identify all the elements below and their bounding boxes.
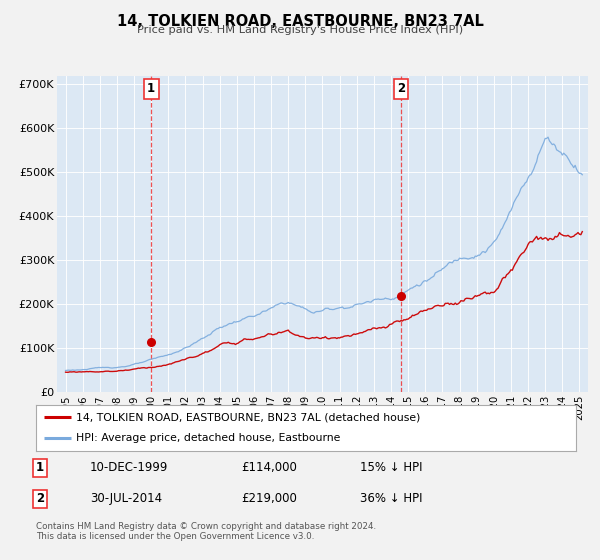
Text: 30-JUL-2014: 30-JUL-2014 — [90, 492, 162, 505]
Text: HPI: Average price, detached house, Eastbourne: HPI: Average price, detached house, East… — [77, 433, 341, 444]
Text: 2: 2 — [397, 82, 405, 95]
Text: Price paid vs. HM Land Registry's House Price Index (HPI): Price paid vs. HM Land Registry's House … — [137, 25, 463, 35]
Text: 36% ↓ HPI: 36% ↓ HPI — [360, 492, 422, 505]
Text: £114,000: £114,000 — [241, 461, 297, 474]
Text: 10-DEC-1999: 10-DEC-1999 — [90, 461, 169, 474]
Text: 14, TOLKIEN ROAD, EASTBOURNE, BN23 7AL (detached house): 14, TOLKIEN ROAD, EASTBOURNE, BN23 7AL (… — [77, 412, 421, 422]
Text: Contains HM Land Registry data © Crown copyright and database right 2024.
This d: Contains HM Land Registry data © Crown c… — [36, 522, 376, 542]
Text: 1: 1 — [147, 82, 155, 95]
Text: 1: 1 — [36, 461, 44, 474]
Text: 2: 2 — [36, 492, 44, 505]
Text: £219,000: £219,000 — [241, 492, 297, 505]
Text: 15% ↓ HPI: 15% ↓ HPI — [360, 461, 422, 474]
Text: 14, TOLKIEN ROAD, EASTBOURNE, BN23 7AL: 14, TOLKIEN ROAD, EASTBOURNE, BN23 7AL — [116, 14, 484, 29]
